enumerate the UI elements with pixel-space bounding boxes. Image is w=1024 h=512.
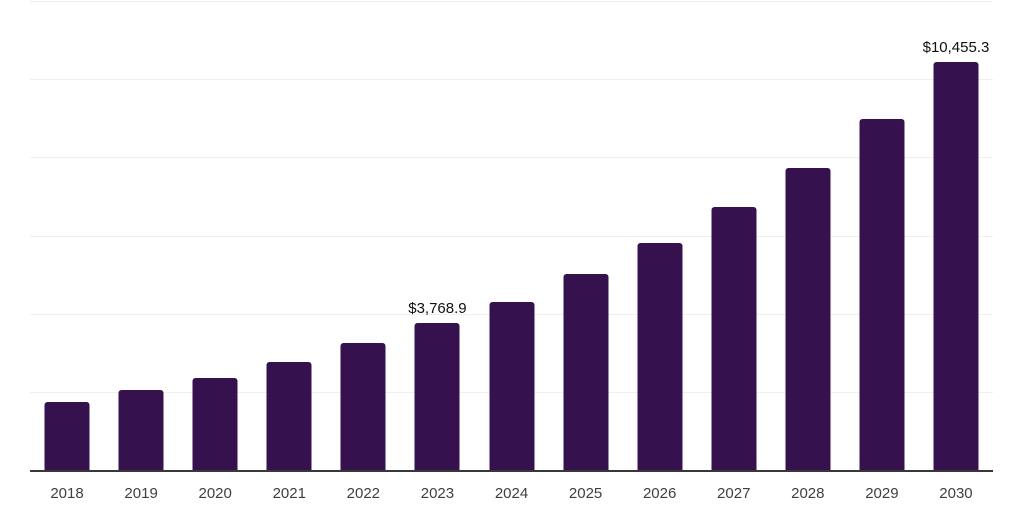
x-tick-label-2027: 2027 — [717, 485, 751, 502]
bar-cell-2026 — [623, 1, 697, 471]
x-tick-label-2030: 2030 — [939, 485, 973, 502]
plot-area: $3,768.9 $10,455.3 — [30, 0, 993, 471]
value-label-2030: $10,455.3 — [922, 38, 990, 56]
x-tick-label-2020: 2020 — [198, 485, 232, 502]
x-tick-label-2023: 2023 — [420, 485, 455, 502]
bar-2027 — [711, 207, 757, 471]
bar-cell-2018 — [30, 1, 104, 471]
x-tick-label-2028: 2028 — [791, 485, 825, 502]
bar-2021 — [266, 361, 312, 471]
x-tick-label-2024: 2024 — [494, 485, 529, 502]
bar-cell-2020 — [178, 1, 252, 471]
x-axis-tick-labels: 2018 2019 2020 2021 2022 2023 2024 2025 2026 2027… — [30, 485, 993, 503]
bar-2018 — [44, 401, 90, 471]
bar-2029 — [859, 119, 905, 471]
bar-cell-2029 — [845, 1, 919, 471]
bars-row: $3,768.9 $10,455.3 — [30, 1, 993, 471]
bar-cell-2030: $10,455.3 — [919, 1, 993, 471]
x-tick-label-2018: 2018 — [50, 485, 84, 502]
bar-2019 — [118, 389, 164, 471]
x-tick-label-2022: 2022 — [346, 485, 381, 502]
x-axis-line — [30, 470, 993, 472]
bar-cell-2025 — [549, 1, 623, 471]
bar-cell-2022 — [326, 1, 400, 471]
bar-2030 — [933, 61, 979, 471]
bar-cell-2028 — [771, 1, 845, 471]
bar-2025 — [563, 274, 609, 471]
gridline — [30, 157, 993, 159]
bar-2023 — [414, 323, 460, 471]
bar-2028 — [785, 168, 831, 471]
bar-2024 — [489, 301, 534, 471]
value-label-2023: $3,768.9 — [408, 300, 467, 318]
bar-2022 — [340, 342, 386, 471]
x-tick-label-2026: 2026 — [642, 485, 677, 502]
x-tick-label-2025: 2025 — [568, 485, 603, 502]
gridline — [30, 78, 993, 80]
bar-2026 — [637, 243, 683, 471]
bar-cell-2023: $3,768.9 — [400, 1, 474, 471]
gridline — [30, 235, 993, 237]
bar-cell-2024 — [474, 1, 548, 471]
x-tick-label-2029: 2029 — [865, 485, 899, 502]
bar-cell-2021 — [252, 1, 326, 471]
bar-cell-2027 — [697, 1, 771, 471]
x-tick-label-2021: 2021 — [272, 485, 306, 502]
x-tick-label-2019: 2019 — [124, 485, 158, 502]
bar-2020 — [192, 377, 238, 471]
bar-cell-2019 — [104, 1, 178, 471]
gridline — [30, 0, 993, 2]
